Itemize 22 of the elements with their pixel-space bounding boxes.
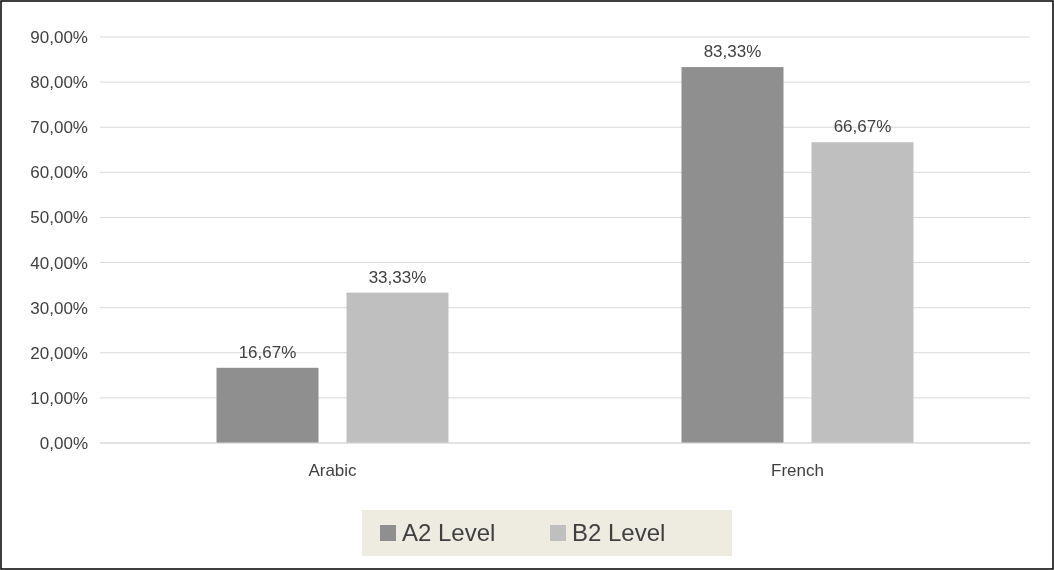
y-tick-label: 20,00% [30, 343, 88, 363]
data-label: 83,33% [703, 42, 762, 62]
bar [216, 367, 319, 443]
legend-label: A2 Level [402, 519, 496, 547]
y-tick-label: 10,00% [30, 388, 88, 408]
bar [346, 292, 449, 443]
data-label: 33,33% [368, 267, 427, 287]
y-tick-label: 0,00% [39, 433, 88, 453]
y-tick-label: 50,00% [30, 208, 88, 228]
y-tick-label: 80,00% [30, 73, 88, 93]
legend-label: B2 Level [572, 519, 666, 547]
y-tick-label: 60,00% [30, 163, 88, 183]
bar [681, 67, 784, 443]
y-tick-label: 40,00% [30, 253, 88, 273]
data-label: 16,67% [238, 342, 297, 362]
bar [811, 142, 914, 443]
y-tick-label: 30,00% [30, 298, 88, 318]
data-label: 66,67% [833, 117, 892, 137]
y-tick-label: 70,00% [30, 118, 88, 138]
x-tick-label: Arabic [308, 461, 358, 480]
x-tick-label: French [771, 461, 824, 480]
y-tick-label: 90,00% [30, 27, 88, 47]
